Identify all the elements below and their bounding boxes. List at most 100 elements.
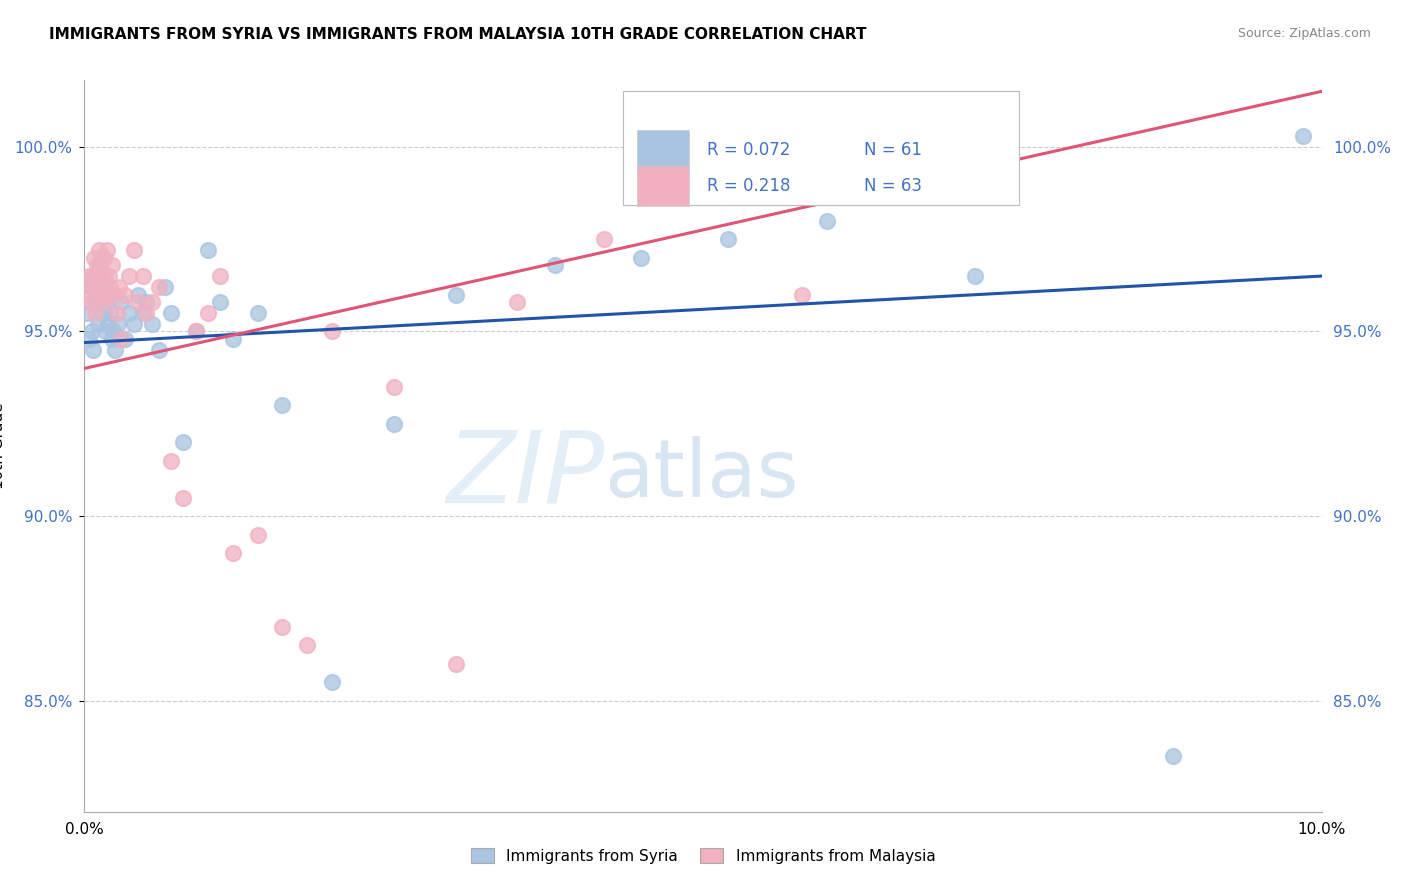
Point xyxy=(153,280,176,294)
Point xyxy=(135,294,157,309)
Point xyxy=(127,287,149,301)
Point xyxy=(82,343,104,357)
Point xyxy=(91,294,114,309)
Point xyxy=(86,258,108,272)
Point xyxy=(83,268,105,283)
Point xyxy=(246,527,269,541)
Point xyxy=(87,317,110,331)
Point xyxy=(80,325,103,339)
Point xyxy=(114,332,136,346)
Point xyxy=(97,287,120,301)
Text: N = 61: N = 61 xyxy=(863,141,922,159)
Point xyxy=(197,306,219,320)
Point xyxy=(209,294,232,309)
Point xyxy=(98,306,121,320)
Point xyxy=(79,268,101,283)
Point xyxy=(110,294,132,309)
Point xyxy=(127,294,149,309)
Text: atlas: atlas xyxy=(605,436,799,515)
Point xyxy=(86,287,108,301)
Point xyxy=(444,657,467,671)
FancyBboxPatch shape xyxy=(623,91,1018,204)
Point xyxy=(93,251,115,265)
Point xyxy=(321,325,343,339)
Point xyxy=(104,343,127,357)
Point xyxy=(1292,128,1315,143)
Point xyxy=(105,306,128,320)
Text: N = 63: N = 63 xyxy=(863,178,922,195)
Point xyxy=(76,287,98,301)
Point xyxy=(79,332,101,346)
Y-axis label: 10th Grade: 10th Grade xyxy=(0,402,6,490)
Point xyxy=(295,639,318,653)
Point xyxy=(506,294,529,309)
Point xyxy=(172,435,194,450)
Point xyxy=(84,294,107,309)
Point xyxy=(90,268,112,283)
Point xyxy=(98,280,121,294)
Point xyxy=(197,244,219,258)
Point xyxy=(444,287,467,301)
Point xyxy=(141,294,163,309)
Point xyxy=(96,294,118,309)
Point xyxy=(84,306,107,320)
Point xyxy=(100,258,122,272)
Point xyxy=(160,454,183,468)
Point xyxy=(89,268,111,283)
Point xyxy=(98,268,121,283)
Point xyxy=(148,280,170,294)
Point xyxy=(209,268,232,283)
Point xyxy=(815,213,838,227)
Point xyxy=(93,280,115,294)
Point xyxy=(1161,749,1184,764)
Point xyxy=(141,317,163,331)
Point xyxy=(91,306,114,320)
Point xyxy=(543,258,565,272)
Point xyxy=(82,268,104,283)
Point xyxy=(118,306,141,320)
Point xyxy=(965,268,987,283)
Point xyxy=(107,317,129,331)
Point xyxy=(131,306,153,320)
Point xyxy=(96,244,118,258)
Point xyxy=(382,380,405,394)
Point xyxy=(122,317,145,331)
Point xyxy=(79,294,101,309)
Point xyxy=(87,280,110,294)
Point xyxy=(160,306,183,320)
Bar xyxy=(637,129,689,169)
Point xyxy=(80,280,103,294)
Point xyxy=(692,158,714,172)
Point xyxy=(184,325,207,339)
Text: Source: ZipAtlas.com: Source: ZipAtlas.com xyxy=(1237,27,1371,40)
Point xyxy=(103,287,125,301)
Point xyxy=(717,232,740,246)
Point xyxy=(94,268,117,283)
Point xyxy=(108,280,131,294)
Point xyxy=(382,417,405,431)
Point xyxy=(271,398,294,412)
Legend: Immigrants from Syria, Immigrants from Malaysia: Immigrants from Syria, Immigrants from M… xyxy=(464,842,942,870)
Point xyxy=(321,675,343,690)
Point xyxy=(90,287,112,301)
Bar xyxy=(637,166,689,206)
Point xyxy=(222,546,245,560)
Point xyxy=(83,251,105,265)
Point xyxy=(100,332,122,346)
Point xyxy=(630,251,652,265)
Point xyxy=(89,294,111,309)
Point xyxy=(89,244,111,258)
Text: R = 0.218: R = 0.218 xyxy=(707,178,790,195)
Text: ZIP: ZIP xyxy=(446,426,605,524)
Point xyxy=(79,280,101,294)
Point xyxy=(101,325,124,339)
Point xyxy=(131,268,153,283)
Text: R = 0.072: R = 0.072 xyxy=(707,141,790,159)
Point xyxy=(593,232,616,246)
Text: IMMIGRANTS FROM SYRIA VS IMMIGRANTS FROM MALAYSIA 10TH GRADE CORRELATION CHART: IMMIGRANTS FROM SYRIA VS IMMIGRANTS FROM… xyxy=(49,27,866,42)
Point xyxy=(98,287,121,301)
Point xyxy=(790,287,813,301)
Point xyxy=(148,343,170,357)
Point xyxy=(76,306,98,320)
Point xyxy=(135,306,157,320)
